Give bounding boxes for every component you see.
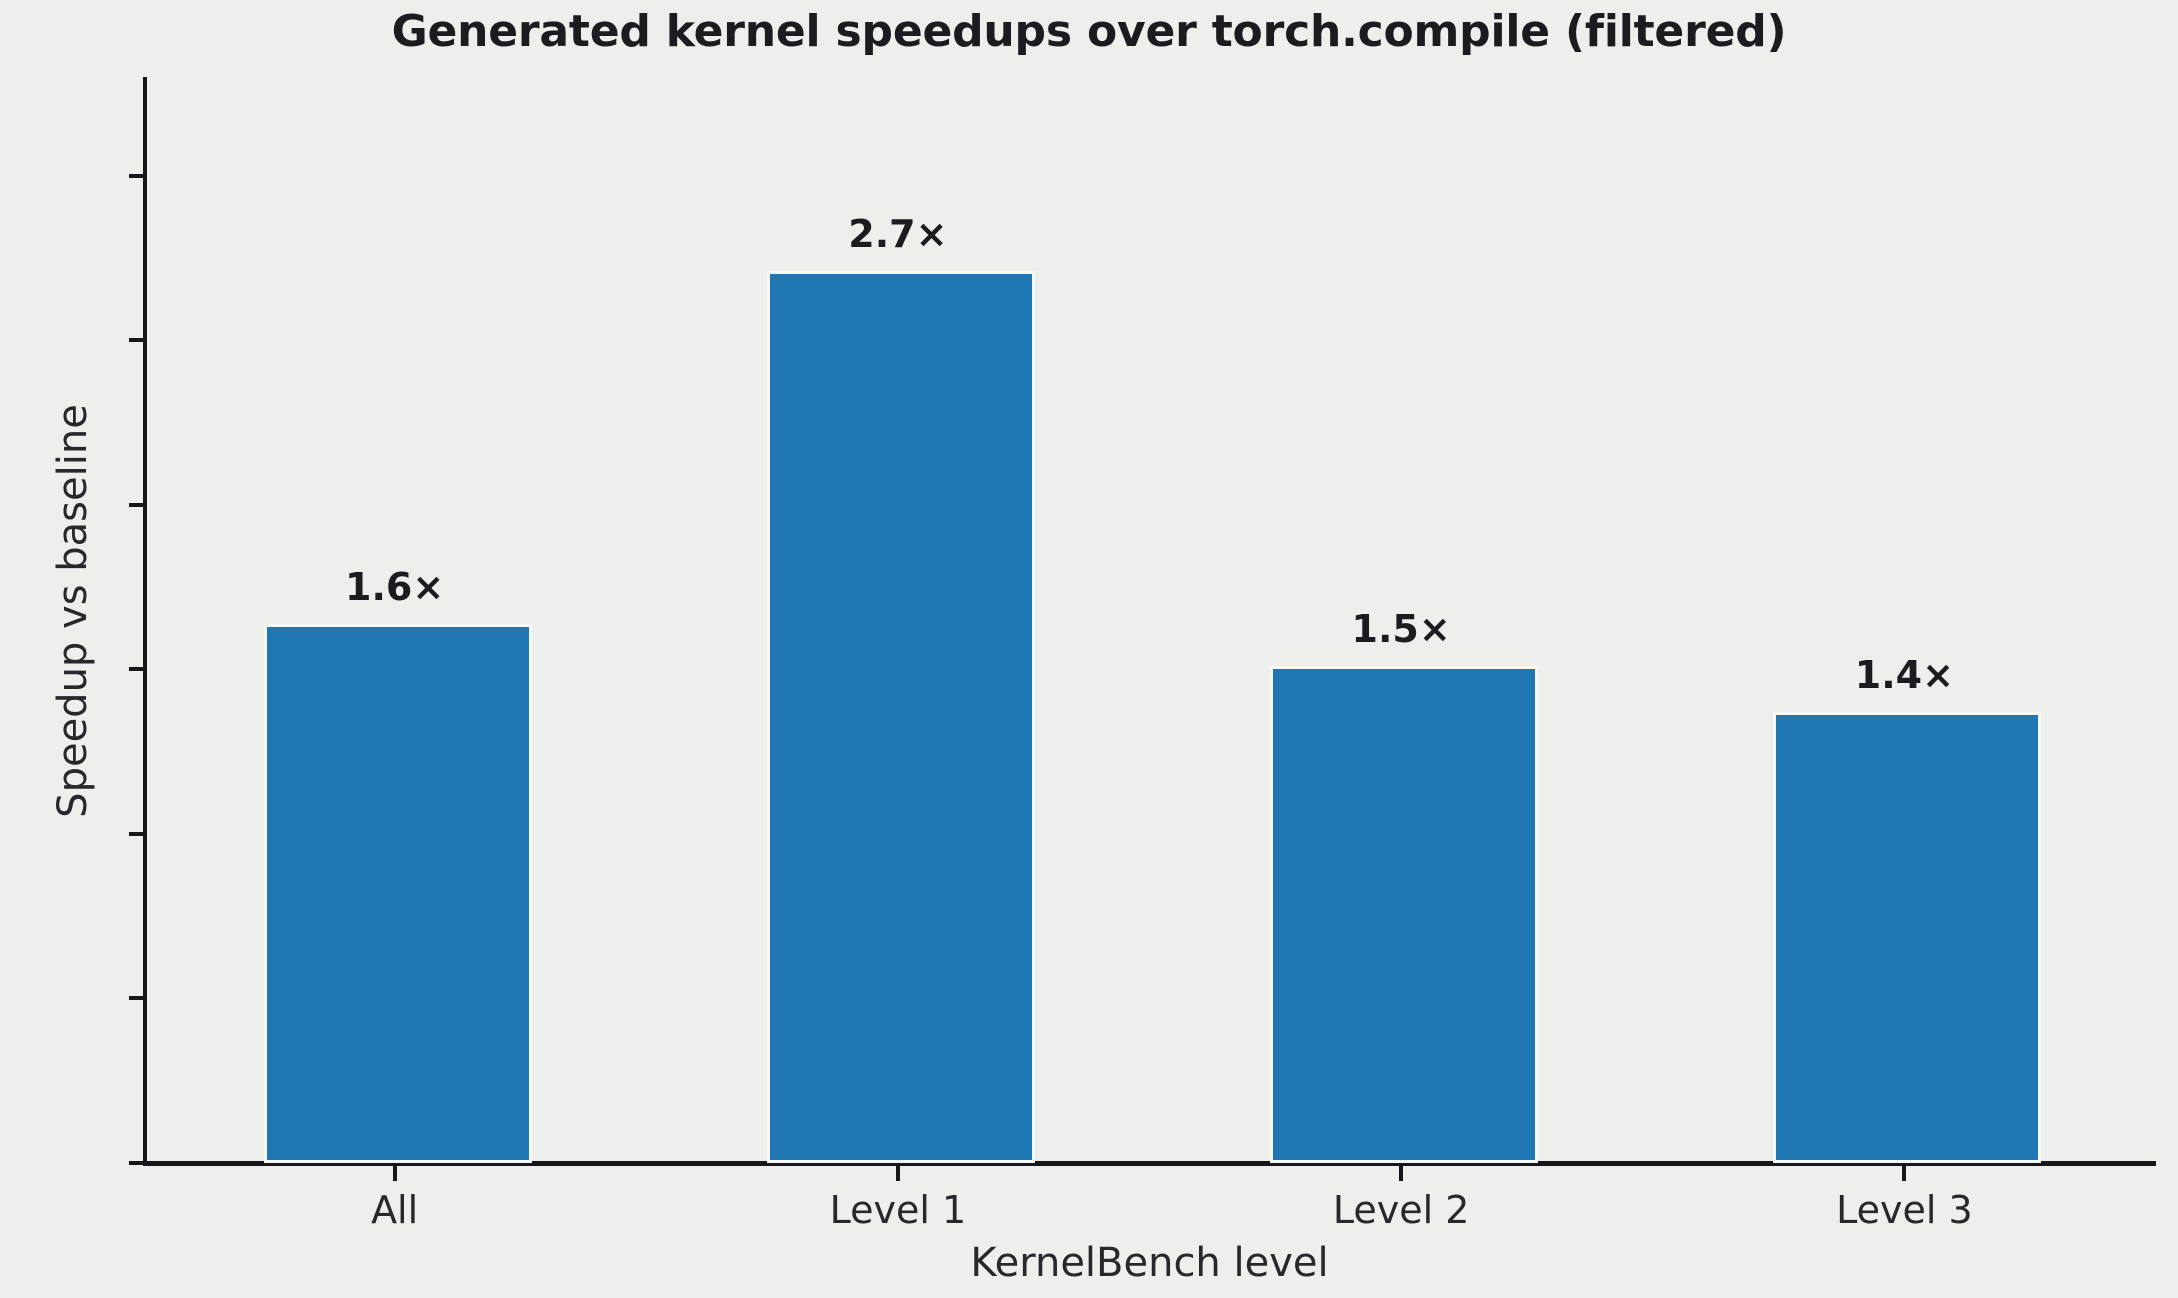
y-axis-label: Speedup vs baseline [50, 404, 96, 818]
chart-title: Generated kernel speedups over torch.com… [391, 6, 1787, 57]
bar-0 [263, 623, 532, 1163]
x-axis-spine [143, 1161, 2156, 1166]
bar-value-label-0: 1.6× [345, 564, 445, 609]
x-tick-mark [1399, 1166, 1404, 1181]
y-axis-spine [143, 77, 147, 1165]
x-axis-label: KernelBench level [970, 1240, 1329, 1286]
x-tick-label: Level 1 [829, 1188, 967, 1232]
y-tick-mark [129, 338, 143, 343]
y-tick-mark [129, 173, 143, 178]
y-tick-mark [129, 1161, 143, 1165]
plot-area [143, 77, 2156, 1163]
x-tick-label: Level 3 [1836, 1188, 1973, 1232]
bar-value-label-2: 1.5× [1351, 607, 1451, 652]
bar-2 [1270, 666, 1539, 1163]
y-tick-mark [129, 996, 143, 1001]
y-tick-mark [129, 667, 143, 672]
bar-value-label-1: 2.7× [848, 212, 948, 257]
bar-value-label-3: 1.4× [1854, 653, 1954, 698]
bar-3 [1773, 712, 2042, 1163]
x-tick-label: Level 2 [1332, 1188, 1470, 1232]
x-tick-mark [1902, 1166, 1907, 1181]
y-tick-mark [129, 502, 143, 507]
bar-1 [766, 271, 1035, 1163]
x-tick-mark [895, 1166, 900, 1181]
y-tick-mark [129, 831, 143, 836]
x-tick-mark [392, 1166, 397, 1181]
x-tick-label: All [371, 1188, 419, 1232]
